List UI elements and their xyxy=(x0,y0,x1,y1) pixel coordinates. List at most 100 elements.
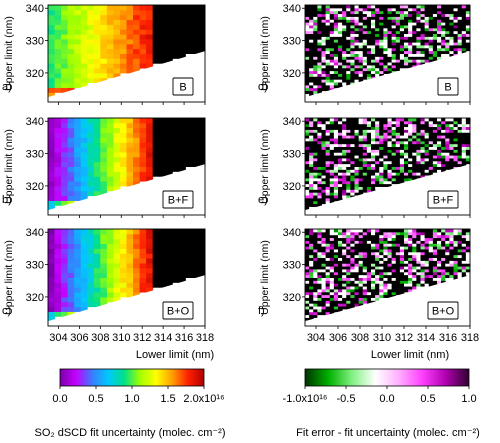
heatmap-cell xyxy=(366,149,372,153)
heatmap-cell xyxy=(346,64,351,69)
heatmap-cell xyxy=(383,27,389,32)
heatmap-cell xyxy=(313,73,318,77)
heatmap-cell xyxy=(93,238,101,245)
heatmap-cell xyxy=(48,258,56,264)
heatmap-cell xyxy=(74,9,82,16)
heatmap-cell xyxy=(139,262,147,269)
heatmap-cell xyxy=(404,274,409,278)
heatmap-cell xyxy=(80,122,88,129)
heatmap-cell xyxy=(321,291,327,296)
heatmap-cell xyxy=(445,22,450,26)
heatmap-cell xyxy=(139,253,147,259)
heatmap-cell xyxy=(48,142,56,148)
heatmap-cell xyxy=(133,156,141,163)
heatmap-cell xyxy=(362,271,368,276)
heatmap-cell xyxy=(305,254,310,259)
heatmap-cell xyxy=(317,87,323,92)
heatmap-cell xyxy=(93,156,101,163)
heatmap-cell xyxy=(379,231,384,236)
heatmap-cell xyxy=(325,42,331,46)
heatmap-cell xyxy=(338,260,343,264)
heatmap-cell xyxy=(106,282,114,288)
heatmap-cell xyxy=(371,129,376,133)
heatmap-cell xyxy=(346,24,351,29)
heatmap-cell xyxy=(325,277,331,281)
heatmap-cell xyxy=(358,123,364,128)
heatmap-cell xyxy=(133,258,141,264)
heatmap-cell xyxy=(333,254,339,259)
heatmap-cell xyxy=(321,67,327,72)
heatmap-cell xyxy=(432,16,438,20)
heatmap-cell xyxy=(313,67,318,72)
heatmap-cell xyxy=(391,27,397,32)
heatmap-cell xyxy=(133,34,141,40)
heatmap-cell xyxy=(159,233,167,240)
heatmap-cell xyxy=(178,272,186,278)
heatmap-cell xyxy=(350,70,356,74)
heatmap-cell xyxy=(375,257,380,261)
heatmap-cell xyxy=(329,13,335,17)
heatmap-cell xyxy=(441,155,446,159)
heatmap-cell xyxy=(379,152,384,156)
heatmap-cell xyxy=(139,127,147,134)
heatmap-cell xyxy=(309,157,314,162)
heatmap-cell xyxy=(87,253,95,259)
heatmap-cell xyxy=(152,9,160,16)
heatmap-cell xyxy=(309,67,314,72)
heatmap-cell xyxy=(80,262,88,269)
heatmap-cell xyxy=(350,229,356,233)
heatmap-cell xyxy=(106,166,114,172)
heatmap-cell xyxy=(461,263,467,267)
heatmap-cell xyxy=(371,24,376,29)
heatmap-cell xyxy=(333,149,339,153)
heatmap-cell xyxy=(379,33,384,37)
heatmap-cell xyxy=(338,59,343,63)
heatmap-cell xyxy=(100,171,108,177)
heatmap-cell xyxy=(165,34,173,40)
heatmap-cell xyxy=(387,19,393,23)
heatmap-cell xyxy=(321,237,327,241)
heatmap-cell xyxy=(165,272,173,278)
heatmap-cell xyxy=(48,311,56,317)
heatmap-cell xyxy=(366,33,372,37)
heatmap-cell xyxy=(338,297,343,301)
heatmap-cell xyxy=(178,156,186,163)
heatmap-cell xyxy=(391,294,397,298)
heatmap-cell xyxy=(445,266,450,270)
heatmap-cell xyxy=(449,13,455,17)
heatmap-cell xyxy=(159,137,167,143)
heatmap-cell xyxy=(420,237,426,241)
heatmap-cell xyxy=(321,283,327,287)
heatmap-cell xyxy=(338,229,343,233)
heatmap-cell xyxy=(375,231,380,236)
heatmap-cell xyxy=(139,287,147,293)
heatmap-cell xyxy=(404,277,409,281)
heatmap-cell xyxy=(461,7,467,12)
heatmap-cell xyxy=(428,36,434,40)
heatmap-cell xyxy=(165,24,173,30)
heatmap-cell xyxy=(408,260,413,264)
heatmap-cell xyxy=(420,126,426,130)
heatmap-cell xyxy=(354,274,360,278)
heatmap-cell xyxy=(329,64,335,69)
heatmap-cell xyxy=(67,68,75,74)
heatmap-cell xyxy=(67,238,75,245)
heatmap-cell xyxy=(329,280,335,284)
heatmap-cell xyxy=(371,248,376,253)
heatmap-cell xyxy=(198,262,206,269)
heatmap-cell xyxy=(399,271,405,276)
heatmap-cell xyxy=(346,146,351,150)
heatmap-cell xyxy=(313,24,318,29)
heatmap-cell xyxy=(338,13,343,17)
heatmap-cell xyxy=(379,149,384,153)
heatmap-cell xyxy=(461,27,467,32)
panel-label-box xyxy=(427,301,459,320)
heatmap-cell xyxy=(54,24,62,30)
heatmap-cell xyxy=(80,53,88,59)
heatmap-cell xyxy=(387,30,393,35)
heatmap-cell xyxy=(325,183,331,187)
heatmap-cell xyxy=(80,171,88,177)
heatmap-cell xyxy=(379,163,384,167)
heatmap-cell xyxy=(379,118,384,122)
heatmap-cell xyxy=(321,180,327,185)
